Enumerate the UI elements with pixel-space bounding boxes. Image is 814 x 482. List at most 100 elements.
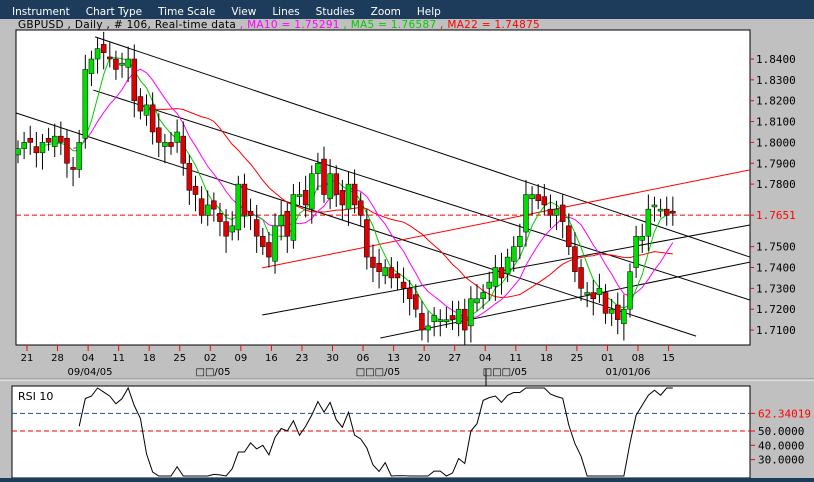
- month-label: □□/05: [196, 367, 231, 378]
- candle: [272, 225, 278, 262]
- date-tick-label: 15: [662, 353, 675, 364]
- candle: [535, 194, 541, 202]
- month-label: 01/01/06: [606, 367, 651, 378]
- plot-layer: [16, 31, 750, 345]
- date-tick-label: 20: [418, 353, 431, 364]
- candle: [137, 96, 144, 112]
- candle: [27, 137, 33, 143]
- price-tick-label: 1.7900: [756, 157, 796, 170]
- candle: [602, 292, 609, 314]
- date-tick-label: 11: [112, 353, 125, 364]
- candle: [76, 142, 82, 170]
- candle: [119, 62, 125, 66]
- menu-view[interactable]: View: [231, 6, 257, 18]
- candle: [413, 294, 419, 310]
- candle: [492, 267, 499, 287]
- candle: [162, 142, 168, 147]
- menu-instrument[interactable]: Instrument: [12, 6, 70, 18]
- candle: [608, 308, 615, 314]
- candle: [278, 215, 284, 227]
- candle: [388, 267, 395, 279]
- candle: [327, 173, 333, 199]
- date-tick-label: 01: [601, 353, 614, 364]
- candle: [296, 194, 303, 197]
- price-tick-label: 1.7800: [756, 178, 796, 191]
- candle: [266, 242, 272, 258]
- candle: [351, 183, 358, 206]
- candle: [100, 44, 107, 53]
- symbol: GBPUSD: [18, 19, 64, 31]
- rsi-line: [78, 386, 673, 477]
- candle: [455, 308, 462, 325]
- candle: [590, 292, 597, 300]
- candle: [339, 190, 346, 206]
- trendline: [93, 89, 750, 301]
- date-tick-label: 18: [540, 353, 553, 364]
- rsi-panel: [11, 385, 751, 479]
- candle: [462, 308, 468, 331]
- plot-area: [15, 29, 751, 346]
- rsi-current-label: 62.34019: [758, 407, 811, 420]
- candle: [211, 200, 217, 210]
- candle: [437, 319, 444, 322]
- candle: [82, 69, 89, 139]
- current-price-label: 1.7651: [756, 209, 796, 222]
- candle: [260, 235, 266, 247]
- sep: ,: [236, 19, 248, 31]
- trendline: [380, 261, 750, 339]
- candle: [143, 104, 150, 116]
- price-tick-label: 1.8300: [756, 74, 796, 87]
- menu-zoom[interactable]: Zoom: [370, 6, 401, 18]
- month-label: □□□/05: [356, 367, 400, 378]
- candle: [468, 298, 474, 327]
- candle: [58, 135, 64, 143]
- candle: [651, 204, 658, 208]
- candle: [113, 58, 119, 70]
- price-tick-label: 1.8400: [756, 53, 796, 66]
- trendline: [16, 112, 697, 337]
- candle: [241, 183, 248, 216]
- menu-lines[interactable]: Lines: [272, 6, 300, 18]
- candle: [406, 288, 413, 300]
- menu-studies[interactable]: Studies: [315, 6, 355, 18]
- menu-help[interactable]: Help: [416, 6, 441, 18]
- candle: [198, 198, 205, 216]
- date-tick-label: 27: [448, 353, 461, 364]
- ma10-label: MA10 = 1.75291: [247, 19, 340, 31]
- candle: [217, 213, 223, 222]
- date-tick-label: 04: [82, 353, 95, 364]
- candle: [315, 163, 321, 174]
- date-tick-label: 25: [173, 353, 186, 364]
- ma10-line: [73, 68, 674, 319]
- price-tick-label: 1.7100: [756, 324, 796, 337]
- candle: [627, 271, 633, 310]
- candle: [443, 319, 450, 322]
- period: Daily: [74, 19, 103, 31]
- menu-time-scale[interactable]: Time Scale: [158, 6, 216, 18]
- candle: [64, 137, 70, 164]
- sep: ,: [436, 19, 448, 31]
- candle: [645, 208, 652, 237]
- candle: [449, 315, 456, 320]
- candle: [309, 173, 315, 210]
- ma5-line: [42, 57, 674, 323]
- candle: [333, 173, 339, 195]
- sep: ,: [339, 19, 351, 31]
- candle: [498, 267, 505, 279]
- candle: [578, 267, 584, 289]
- month-label: □□□/05: [483, 367, 527, 378]
- date-tick-label: 09: [234, 353, 247, 364]
- date-tick-label: 06: [357, 353, 370, 364]
- candle: [302, 190, 309, 206]
- date-tick-label: 28: [51, 353, 64, 364]
- feed: Real-time data: [154, 19, 237, 31]
- candle: [657, 208, 664, 212]
- candle: [345, 183, 352, 210]
- ma22-line: [146, 108, 673, 299]
- rsi-label: RSI 10: [18, 390, 53, 403]
- menu-chart-type[interactable]: Chart Type: [85, 6, 143, 18]
- candle: [400, 281, 407, 289]
- candle: [229, 225, 235, 233]
- candle: [633, 235, 639, 268]
